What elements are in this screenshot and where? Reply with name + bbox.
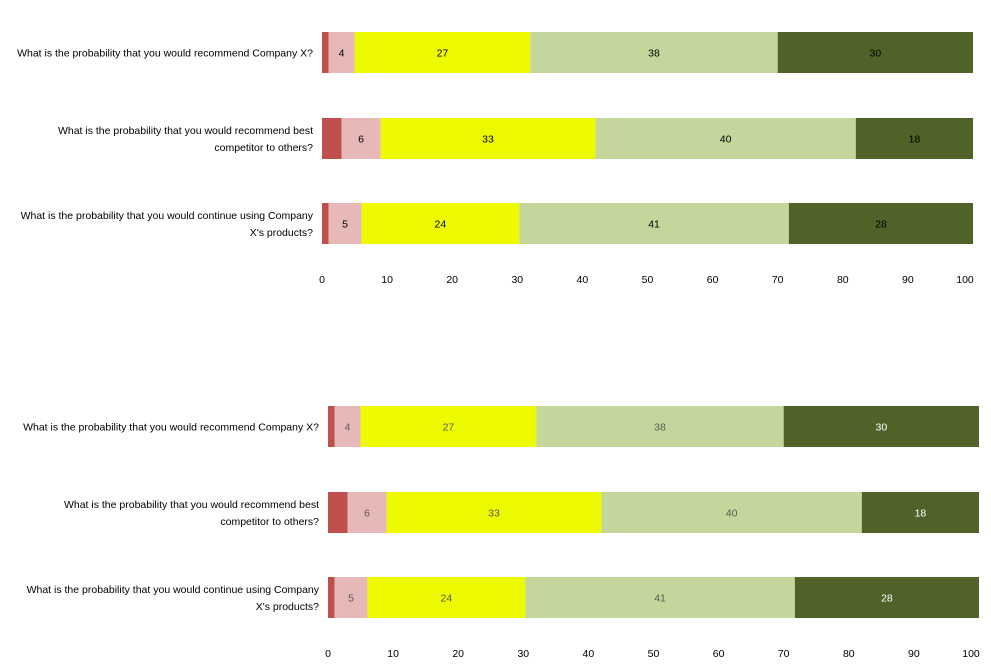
bar-segment-series-5 <box>861 492 979 533</box>
x-tick-label: 100 <box>962 648 980 660</box>
bar-segment-series-3 <box>361 203 520 244</box>
data-label: 38 <box>648 48 660 60</box>
category-label: X's products? <box>256 601 319 613</box>
data-label: 27 <box>443 422 455 434</box>
data-label: 6 <box>364 508 370 520</box>
x-tick-label: 40 <box>577 274 589 286</box>
bar-segment-series-2 <box>347 492 387 533</box>
chart-bottom: What is the probability that you would r… <box>23 406 980 660</box>
x-tick-label: 60 <box>713 648 725 660</box>
data-label: 4 <box>345 422 351 434</box>
x-tick-label: 20 <box>446 274 458 286</box>
category-label: What is the probability that you would r… <box>64 499 319 511</box>
data-label: 6 <box>358 134 364 146</box>
bar-segment-series-1 <box>322 203 329 244</box>
x-tick-label: 40 <box>583 648 595 660</box>
data-label: 30 <box>870 48 882 60</box>
data-label: 33 <box>488 508 500 520</box>
category-label: X's products? <box>250 227 313 239</box>
bar-segment-series-5 <box>855 118 973 159</box>
bar-segment-series-3 <box>380 118 596 159</box>
data-label: 18 <box>915 508 927 520</box>
data-label: 28 <box>881 593 893 605</box>
x-tick-label: 10 <box>387 648 399 660</box>
x-tick-label: 80 <box>837 274 849 286</box>
category-label: What is the probability that you would c… <box>27 584 320 596</box>
category-label: competitor to others? <box>220 516 319 528</box>
x-tick-label: 60 <box>707 274 719 286</box>
bar-segment-series-1 <box>322 32 329 73</box>
x-tick-label: 10 <box>381 274 393 286</box>
data-label: 40 <box>726 508 738 520</box>
bar-segment-series-2 <box>334 577 368 618</box>
data-label: 24 <box>435 219 447 231</box>
bar-segment-series-4 <box>601 492 862 533</box>
data-label: 40 <box>720 134 732 146</box>
data-label: 4 <box>339 48 345 60</box>
x-tick-label: 80 <box>843 648 855 660</box>
category-label: What is the probability that you would r… <box>58 125 313 137</box>
category-label: competitor to others? <box>214 142 313 154</box>
bar-segment-series-2 <box>341 118 381 159</box>
bar-segment-series-3 <box>367 577 526 618</box>
bar-segment-series-4 <box>536 406 784 447</box>
bar-segment-series-1 <box>328 406 335 447</box>
data-label: 41 <box>654 593 666 605</box>
bar-segment-series-3 <box>354 32 531 73</box>
data-label: 27 <box>437 48 449 60</box>
x-tick-label: 90 <box>902 274 914 286</box>
x-tick-label: 0 <box>319 274 325 286</box>
x-tick-label: 30 <box>511 274 523 286</box>
data-label: 41 <box>648 219 660 231</box>
bar-segment-series-3 <box>360 406 537 447</box>
bar-segment-series-4 <box>530 32 778 73</box>
data-label: 18 <box>909 134 921 146</box>
x-tick-label: 90 <box>908 648 920 660</box>
data-label: 5 <box>348 593 354 605</box>
x-tick-label: 70 <box>772 274 784 286</box>
x-tick-label: 30 <box>517 648 529 660</box>
bar-segment-series-5 <box>777 32 973 73</box>
bar-segment-series-5 <box>783 406 979 447</box>
bar-segment-series-4 <box>525 577 795 618</box>
bar-segment-series-4 <box>519 203 789 244</box>
bar-segment-series-4 <box>595 118 856 159</box>
bar-segment-series-2 <box>328 32 355 73</box>
data-label: 28 <box>875 219 887 231</box>
x-tick-label: 20 <box>452 648 464 660</box>
bar-segment-series-2 <box>334 406 361 447</box>
x-tick-label: 0 <box>325 648 331 660</box>
bar-segment-series-5 <box>788 203 973 244</box>
category-label: What is the probability that you would c… <box>21 210 314 222</box>
chart-top: What is the probability that you would r… <box>17 32 974 286</box>
data-label: 38 <box>654 422 666 434</box>
x-tick-label: 100 <box>956 274 974 286</box>
data-label: 24 <box>441 593 453 605</box>
bar-segment-series-1 <box>328 492 348 533</box>
category-label: What is the probability that you would r… <box>23 422 319 434</box>
x-tick-label: 50 <box>642 274 654 286</box>
data-label: 30 <box>876 422 888 434</box>
bar-segment-series-3 <box>386 492 602 533</box>
data-label: 33 <box>482 134 494 146</box>
bar-segment-series-1 <box>328 577 335 618</box>
bar-segment-series-5 <box>794 577 979 618</box>
data-label: 5 <box>342 219 348 231</box>
bar-segment-series-2 <box>328 203 362 244</box>
bar-segment-series-1 <box>322 118 342 159</box>
x-tick-label: 70 <box>778 648 790 660</box>
category-label: What is the probability that you would r… <box>17 48 313 60</box>
x-tick-label: 50 <box>648 648 660 660</box>
